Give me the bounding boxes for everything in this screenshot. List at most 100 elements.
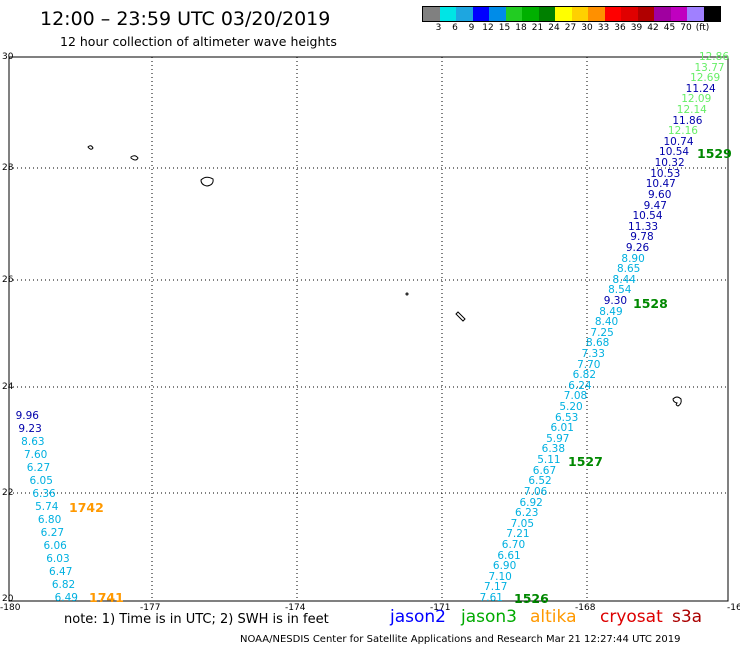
wave-height-value: 6.67 xyxy=(532,464,557,477)
legend-label: 39 xyxy=(630,23,643,33)
legend-swatch xyxy=(456,7,473,21)
wave-height-value: 7.05 xyxy=(510,517,535,530)
legend-swatch xyxy=(670,7,687,21)
wave-height-value: 7.21 xyxy=(506,528,530,541)
wave-height-value: 6.70 xyxy=(501,538,526,551)
wave-height-value: 6.82 xyxy=(572,369,597,382)
wave-height-value: 9.78 xyxy=(630,231,654,244)
satellite-name-altika: altika xyxy=(530,607,577,627)
latitude-label: 30 xyxy=(2,52,14,62)
wave-height-value: 8.40 xyxy=(594,316,619,329)
latitude-label: 20 xyxy=(2,594,14,604)
longitude-label: -180 xyxy=(0,603,21,613)
wave-height-value: 6.92 xyxy=(519,496,543,509)
wave-height-value: 6.23 xyxy=(515,507,539,520)
legend-swatch xyxy=(621,7,638,21)
legend-swatch xyxy=(571,7,588,21)
wave-height-value: 6.05 xyxy=(29,475,53,487)
wave-height-value: 6.06 xyxy=(43,540,67,552)
map-title: 12:00 – 23:59 UTC 03/20/2019 xyxy=(40,8,331,30)
legend-swatch xyxy=(604,7,621,21)
wave-height-value: 6.80 xyxy=(37,514,62,526)
legend-label: 42 xyxy=(647,23,659,33)
map-subtitle: 12 hour collection of altimeter wave hei… xyxy=(60,34,337,49)
wave-height-value: 8.65 xyxy=(616,263,641,276)
wave-height-value: 5.20 xyxy=(559,401,583,414)
legend-label: 45 xyxy=(663,23,676,33)
pass-time-label: 1742 xyxy=(69,500,104,515)
wave-height-value: 6.38 xyxy=(541,443,566,456)
wave-height-value: 7.33 xyxy=(581,348,605,361)
longitude-label: -168 xyxy=(575,603,596,613)
latitude-label: 26 xyxy=(2,275,14,285)
satellite-name-cryosat: cryosat xyxy=(600,607,663,627)
wave-height-value: 10.47 xyxy=(645,178,676,191)
wave-height-value: 6.53 xyxy=(554,411,579,424)
satellite-name-jason2: jason2 xyxy=(390,607,446,627)
wave-height-value: 6.36 xyxy=(32,488,56,500)
legend-label: 70 xyxy=(680,23,692,33)
island-3 xyxy=(200,176,214,187)
wave-height-value: 8.44 xyxy=(612,273,636,286)
legend-label: 21 xyxy=(531,23,544,33)
island-2 xyxy=(130,155,139,161)
wave-height-value: 10.53 xyxy=(650,167,681,180)
legend-swatch xyxy=(472,7,489,21)
wave-height-value: 6.47 xyxy=(49,566,73,578)
longitude-label: -174 xyxy=(285,603,306,613)
satellite-name-s3a: s3a xyxy=(672,607,703,627)
wave-height-value: 9.60 xyxy=(648,188,672,201)
wave-height-value: 10.32 xyxy=(654,157,685,170)
wave-height-value: 6.90 xyxy=(492,560,517,573)
island-6 xyxy=(672,396,682,407)
wave-height-value: 11.33 xyxy=(628,220,659,233)
legend-label: 3 xyxy=(435,23,442,33)
wave-height-value: 12.14 xyxy=(676,104,707,117)
latitude-label: 28 xyxy=(2,163,14,173)
island-4 xyxy=(405,292,409,296)
wave-height-value: 11.86 xyxy=(672,114,703,127)
legend-swatch xyxy=(654,7,671,21)
wave-height-value: 7.60 xyxy=(23,449,48,461)
longitude-label: -16 xyxy=(727,603,740,613)
longitude-label: -177 xyxy=(140,603,161,613)
legend-label: 27 xyxy=(564,23,577,33)
wave-height-value: 7.61 xyxy=(479,592,503,604)
legend-swatch xyxy=(439,7,456,21)
wave-height-value: 7.06 xyxy=(523,485,548,498)
wave-height-value: 10.74 xyxy=(663,135,694,148)
island-outlines xyxy=(87,145,682,407)
pass-time-label: 1526 xyxy=(514,591,549,606)
satellite-name-jason3: jason3 xyxy=(461,607,517,627)
legend-swatch xyxy=(637,7,654,21)
wave-height-value: 7.10 xyxy=(488,570,512,583)
legend-swatch xyxy=(423,7,440,21)
legend-label: 30 xyxy=(581,23,593,33)
legend-label: 24 xyxy=(548,23,560,33)
legend-label: 6 xyxy=(452,23,458,33)
wave-height-value: 6.82 xyxy=(51,579,76,591)
wave-height-value: 6.49 xyxy=(54,592,78,604)
wave-height-value: 7.70 xyxy=(577,358,601,371)
legend-swatch xyxy=(489,7,506,21)
pass-time-label: 1528 xyxy=(633,296,668,311)
wave-height-value: 7.08 xyxy=(563,390,588,403)
wave-height-value: 12.69 xyxy=(690,72,721,85)
graticule xyxy=(9,57,728,601)
wave-height-value: 6.27 xyxy=(40,527,65,539)
legend-swatch xyxy=(687,7,704,21)
wave-height-value: 8.68 xyxy=(585,337,610,350)
wave-height-value: 12.86 xyxy=(698,51,729,63)
wave-height-value: 6.03 xyxy=(46,553,70,565)
island-5 xyxy=(455,311,466,322)
wave-height-value: 5.74 xyxy=(35,501,59,513)
wave-height-value: 5.11 xyxy=(537,454,561,467)
wave-height-value: 12.09 xyxy=(681,93,712,106)
pass-time-label: 1741 xyxy=(89,590,124,605)
wave-height-value: 6.24 xyxy=(568,379,592,392)
wave-height-value: 7.25 xyxy=(590,326,614,339)
footer-note: note: 1) Time is in UTC; 2) SWH is in fe… xyxy=(64,612,329,627)
wave-height-value: 6.27 xyxy=(26,462,51,474)
wave-height-value: 9.47 xyxy=(643,199,667,212)
